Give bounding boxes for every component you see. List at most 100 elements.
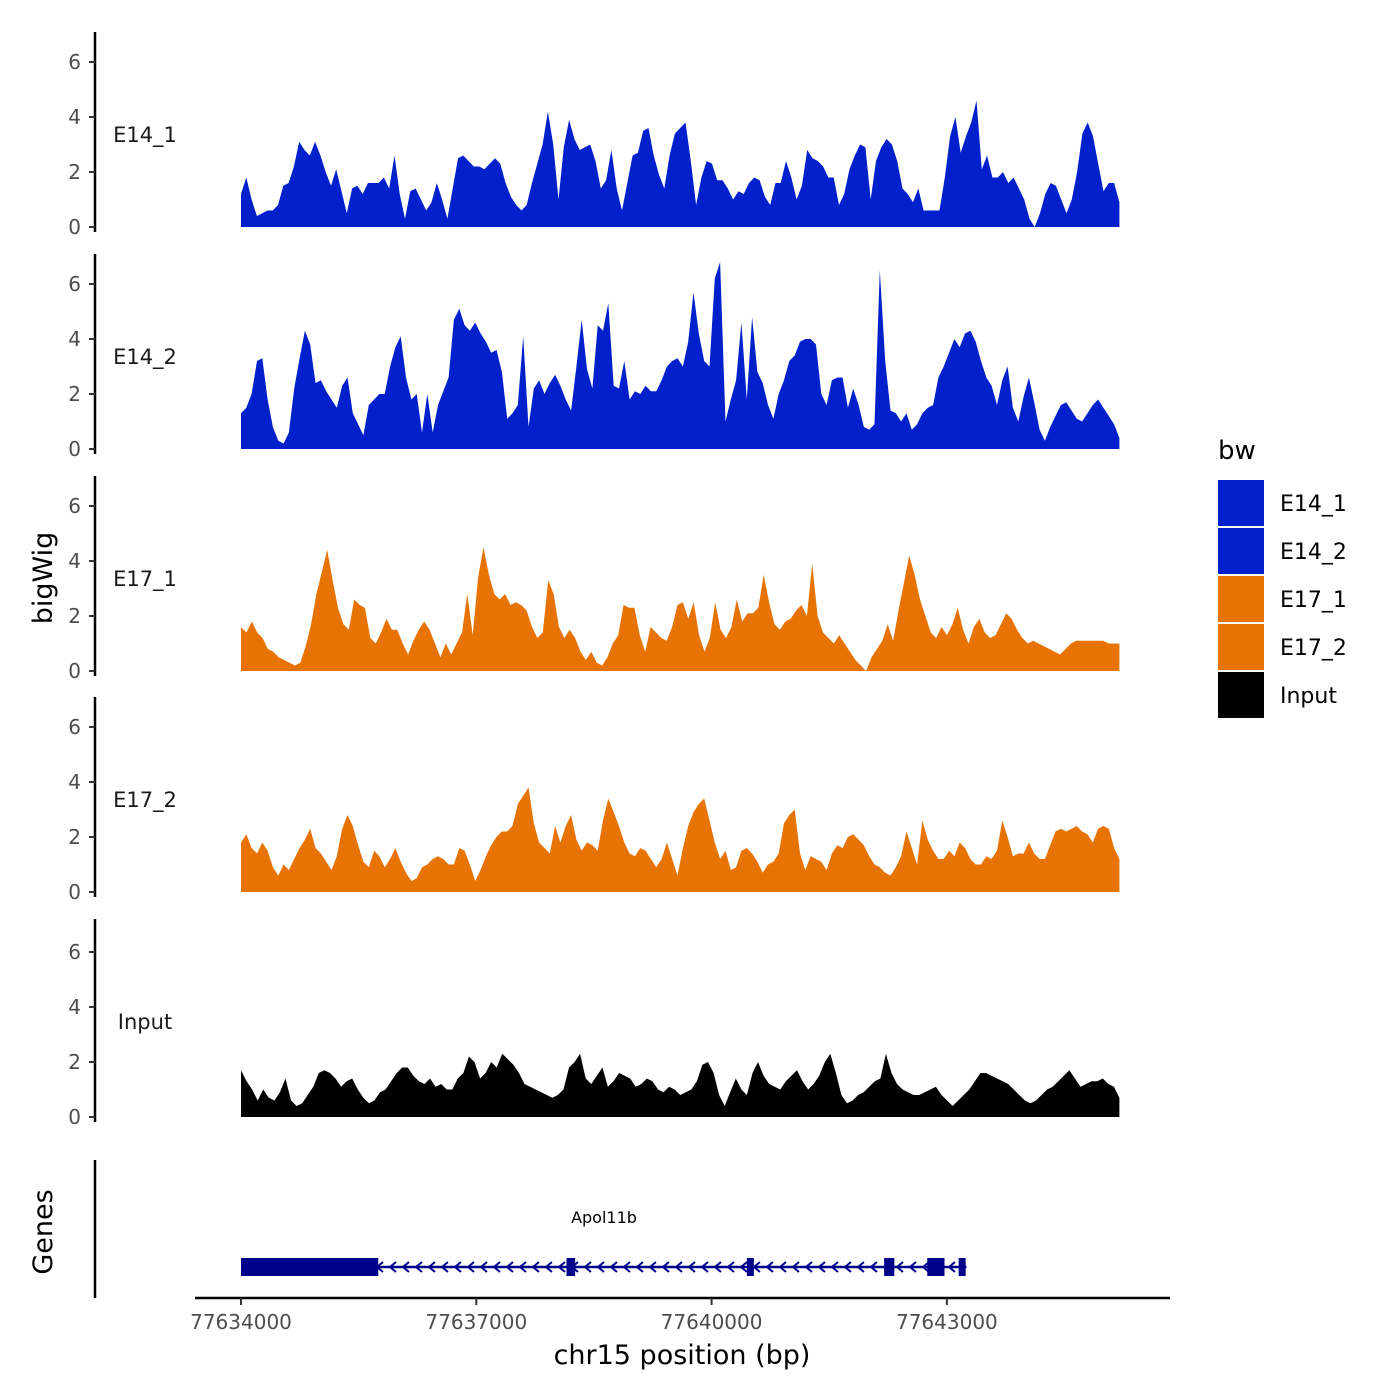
strand-arrow: [830, 1261, 839, 1273]
gene-track: Apol11b: [93, 1160, 967, 1298]
area-E17_1: [241, 547, 1120, 671]
track-E17_2: 0 2 4 6 E17_2: [68, 697, 1120, 904]
track-label: Input: [118, 1010, 172, 1034]
legend-swatch: [1218, 480, 1264, 526]
strand-arrow: [895, 1261, 904, 1273]
area-Input: [241, 1053, 1120, 1117]
y-tick-label: 2: [68, 825, 81, 849]
y-tick-label: 0: [68, 1105, 81, 1129]
y-tick-label: 6: [68, 715, 81, 739]
legend-label: Input: [1280, 684, 1337, 709]
track-E17_1: 0 2 4 6 E17_1: [68, 476, 1120, 683]
strand-arrow: [466, 1261, 475, 1273]
strand-arrow: [843, 1261, 852, 1273]
strand-arrow: [531, 1261, 540, 1273]
strand-arrow: [453, 1261, 462, 1273]
legend-swatch: [1218, 528, 1264, 574]
strand-arrow: [752, 1261, 761, 1273]
strand-arrow: [479, 1261, 488, 1273]
strand-arrow: [518, 1261, 527, 1273]
strand-arrow: [648, 1261, 657, 1273]
exon: [241, 1258, 379, 1276]
x-tick-label: 77637000: [425, 1310, 527, 1334]
strand-arrow: [765, 1261, 774, 1273]
y-tick-label: 6: [68, 940, 81, 964]
strand-arrow: [388, 1261, 397, 1273]
y-tick-label: 2: [68, 382, 81, 406]
y-tick-label: 2: [68, 604, 81, 628]
legend-entry-E14_1: E14_1: [1218, 480, 1347, 526]
strand-arrow: [609, 1261, 618, 1273]
x-axis: 77634000 77637000 77640000 77643000: [190, 1296, 1170, 1334]
exon: [958, 1258, 966, 1276]
strand-arrow: [440, 1261, 449, 1273]
strand-arrow: [544, 1261, 553, 1273]
strand-arrow: [583, 1261, 592, 1273]
legend-title: bw: [1218, 436, 1256, 466]
strand-arrow: [791, 1261, 800, 1273]
strand-arrow: [817, 1261, 826, 1273]
y-tick-label: 6: [68, 494, 81, 518]
strand-arrow: [414, 1261, 423, 1273]
legend-label: E17_2: [1280, 636, 1347, 661]
x-axis-title: chr15 position (bp): [554, 1340, 811, 1371]
y-tick-label: 2: [68, 1050, 81, 1074]
y-tick-label: 6: [68, 50, 81, 74]
y-axis-title: bigWig: [28, 532, 59, 625]
x-tick-label: 77634000: [190, 1310, 292, 1334]
strand-arrow: [908, 1261, 917, 1273]
track-label: E14_2: [113, 345, 177, 370]
track-E14_2: 0 2 4 6 E14_2: [68, 254, 1120, 461]
legend-entry-Input: Input: [1218, 672, 1337, 718]
y-tick-label: 0: [68, 659, 81, 683]
legend-swatch: [1218, 672, 1264, 718]
legend-swatch: [1218, 576, 1264, 622]
strand-arrow: [947, 1261, 956, 1273]
track-Input: 0 2 4 6 Input: [68, 919, 1120, 1129]
gene-name-label: Apol11b: [571, 1208, 637, 1227]
legend-label: E14_1: [1280, 492, 1347, 517]
track-label: E14_1: [113, 123, 177, 148]
strand-arrow: [622, 1261, 631, 1273]
strand-arrow: [661, 1261, 670, 1273]
area-E14_2: [241, 262, 1120, 449]
y-tick-label: 2: [68, 160, 81, 184]
legend-entry-E17_2: E17_2: [1218, 624, 1347, 670]
track-label: E17_2: [113, 788, 177, 813]
exon: [927, 1258, 945, 1276]
strand-arrow: [869, 1261, 878, 1273]
y-tick-label: 4: [68, 327, 81, 351]
legend-entry-E17_1: E17_1: [1218, 576, 1347, 622]
track-E14_1: 0 2 4 6 E14_1: [68, 32, 1120, 239]
y-tick-label: 4: [68, 105, 81, 129]
y-tick-label: 0: [68, 215, 81, 239]
strand-arrow: [856, 1261, 865, 1273]
strand-arrow: [401, 1261, 410, 1273]
strand-arrow: [635, 1261, 644, 1273]
legend-swatch: [1218, 624, 1264, 670]
strand-arrow: [739, 1261, 748, 1273]
y-tick-label: 0: [68, 880, 81, 904]
y-tick-label: 4: [68, 995, 81, 1019]
legend: bw E14_1 E14_2 E17_1 E17_2 Input: [1218, 436, 1347, 718]
strand-arrow: [427, 1261, 436, 1273]
legend-entry-E14_2: E14_2: [1218, 528, 1347, 574]
strand-arrow: [674, 1261, 683, 1273]
genes-axis-title: Genes: [28, 1189, 59, 1274]
strand-arrow: [726, 1261, 735, 1273]
legend-label: E17_1: [1280, 588, 1347, 613]
exon: [566, 1258, 576, 1276]
y-tick-label: 4: [68, 770, 81, 794]
legend-label: E14_2: [1280, 540, 1347, 565]
y-tick-label: 6: [68, 272, 81, 296]
x-tick-label: 77640000: [661, 1310, 763, 1334]
strand-arrow: [687, 1261, 696, 1273]
exon: [884, 1258, 895, 1276]
x-tick-label: 77643000: [896, 1310, 998, 1334]
y-tick-label: 0: [68, 437, 81, 461]
strand-arrow: [492, 1261, 501, 1273]
strand-arrow: [713, 1261, 722, 1273]
exon: [746, 1258, 754, 1276]
strand-arrow: [557, 1261, 566, 1273]
